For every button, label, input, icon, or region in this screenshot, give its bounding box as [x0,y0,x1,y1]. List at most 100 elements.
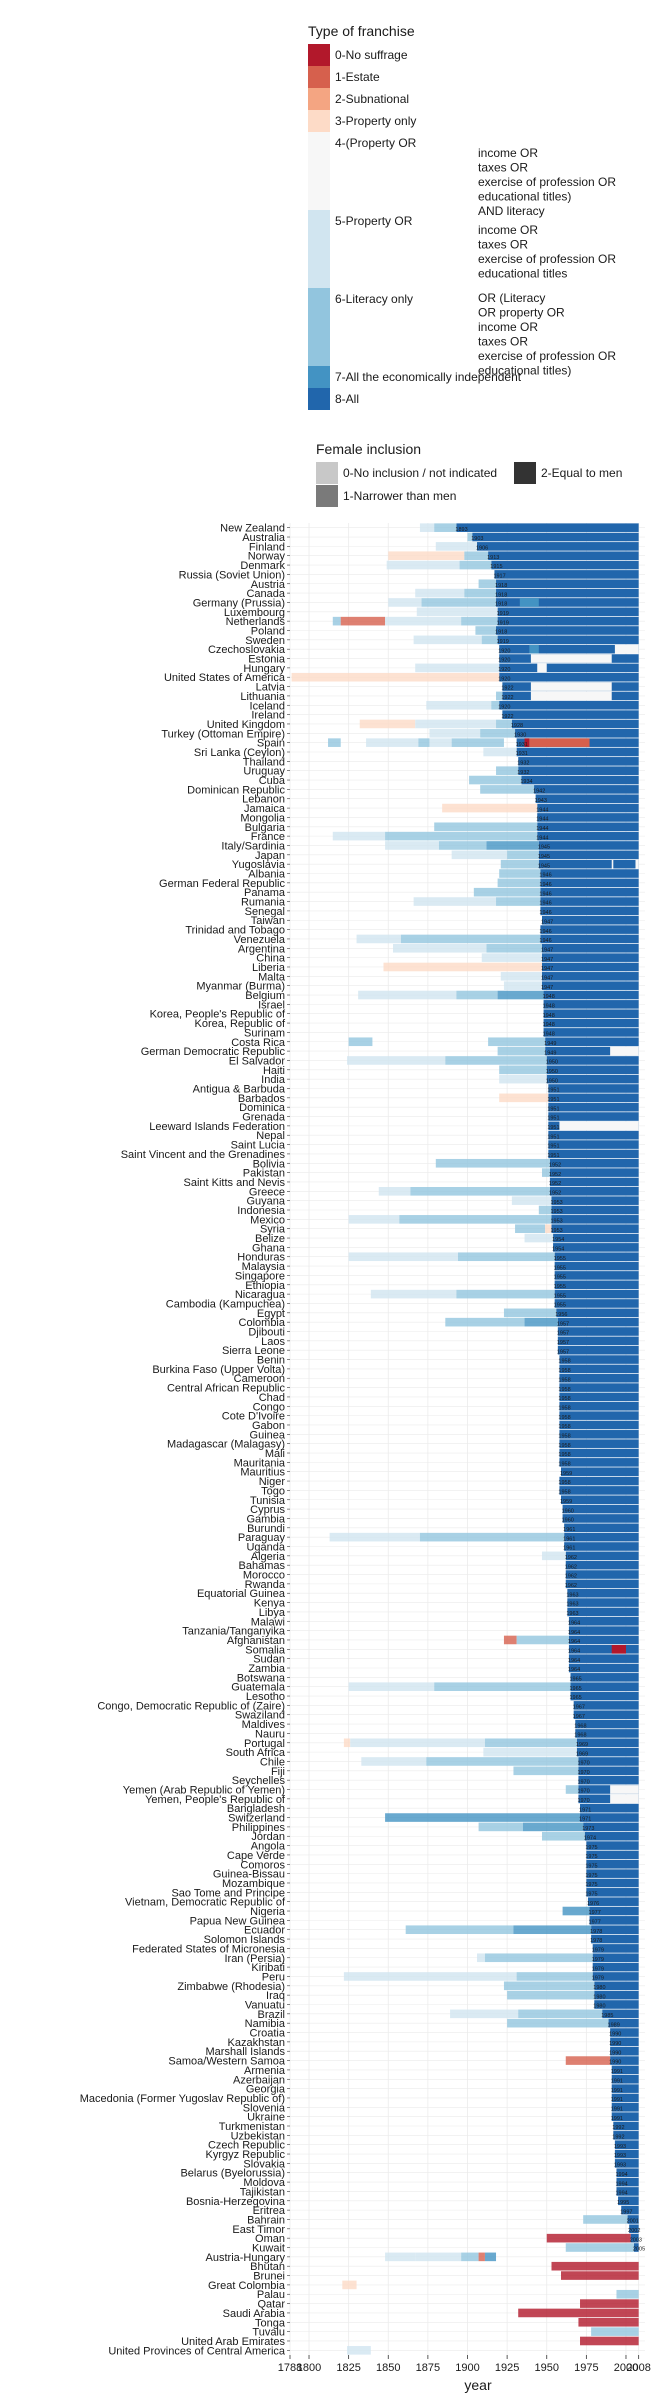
y-tick-label: Greece [249,1186,285,1198]
bar-universal [499,644,639,654]
y-tick-label: Guatemala [231,1682,286,1694]
year-label: 1942 [533,789,545,795]
y-tick-label: Switzerland [228,1813,285,1825]
bar-universal [521,775,639,785]
bar-universal [515,729,639,738]
year-label: 1913 [487,555,499,561]
y-tick-label: Maldives [242,1719,286,1731]
year-label: 1970 [577,1798,589,1804]
y-tick-label: Laos [261,1336,285,1348]
year-label: 1946 [539,873,551,879]
legend-detail-5: income OR taxes OR exercise of profession … [478,223,616,281]
y-tick-label: Myanmar (Burma) [196,981,285,993]
legend-detail-6: OR (Literacy OR property OR income OR taxes… [478,291,616,378]
year-label: 1977 [589,1910,601,1916]
bar-segment [461,616,498,626]
year-label: 1964 [568,1658,580,1664]
legend-female-key-1 [316,485,338,507]
bar-universal [559,1364,639,1374]
bar-universal [614,2140,639,2149]
year-label: 1991 [611,2078,623,2084]
bar-segment [413,897,497,906]
bar-universal [591,1925,639,1935]
bar-universal [540,906,639,916]
y-tick-label: Dominica [239,1102,286,1114]
bar-segment [332,616,341,626]
bar-universal [629,2224,639,2234]
y-tick-label: Trinidad and Tobago [185,925,285,937]
y-tick-label: Uzbekistan [231,2130,285,2142]
y-tick-label: Jamaica [244,803,286,815]
year-label: 1957 [557,1340,569,1346]
y-tick-label: Botswana [237,1672,286,1684]
x-tick-label: 1825 [336,2362,360,2374]
y-tick-label: Indonesia [237,1205,286,1217]
legend-label-7: 7-All the economically independent [335,370,522,384]
y-tick-label: Saint Vincent and the Grenadines [121,1149,286,1161]
y-tick-label: Jordan [251,1831,285,1843]
bar-segment [478,2252,485,2262]
y-tick-label: Chad [259,1392,285,1404]
bar-interruption [635,859,639,869]
bar-universal [551,1205,639,1215]
year-label: 1961 [563,1536,575,1542]
bar-universal [570,1691,639,1701]
bar-universal [559,1355,639,1364]
bar-segment [415,719,497,729]
bar-universal [554,1252,639,1262]
y-tick-label: Canada [246,588,285,600]
bar-universal [575,1729,639,1738]
year-label: 1947 [541,957,553,963]
y-tick-label: Netherlands [226,616,286,628]
bar-segment [385,831,538,841]
bar-segment [497,878,541,888]
year-label: 1958 [558,1490,570,1496]
year-label: 1963 [566,1602,578,1608]
y-tick-label: Fiji [271,1766,285,1778]
y-tick-label: Iran (Persia) [224,1953,285,1965]
bar-universal [559,1486,639,1495]
bar-segment [562,1906,590,1916]
bar-universal [578,1794,639,1804]
bar-universal [502,710,639,719]
bar-universal [591,1934,639,1944]
y-tick-label: Swaziland [235,1710,285,1722]
bar-segment [386,560,460,570]
legend-label-3: 3-Property only [335,114,416,128]
year-label: 1957 [557,1321,569,1327]
y-tick-label: Norway [248,551,286,563]
bar-universal [499,663,639,673]
bar-universal [541,962,639,972]
y-tick-label: Oman [255,2233,285,2245]
bar-universal [611,2093,639,2103]
year-label: 1955 [554,1265,566,1271]
y-tick-label: German Federal Republic [159,878,285,890]
y-tick-label: Pakistan [243,1168,285,1180]
bar-universal [551,1215,639,1224]
bar-universal [537,803,639,813]
year-label: 1948 [543,1004,555,1010]
y-tick-label: Tunisia [250,1495,286,1507]
bar-segment [332,831,386,841]
bar-segment [484,2252,497,2262]
bar-segment [415,2252,462,2262]
bar-universal [538,859,639,869]
bar-segment [561,2271,639,2280]
legend-label-5: 5-Property OR [335,214,413,228]
year-label: 1965 [570,1686,582,1692]
y-tick-label: Namibia [245,2018,286,2030]
year-label: 1959 [560,1499,572,1505]
bar-universal [559,1392,639,1402]
bar-universal [616,2177,639,2187]
bar-universal [586,1859,639,1869]
year-label: 1970 [577,1789,589,1795]
year-label: 1954 [552,1247,564,1253]
year-label: 1946 [539,929,551,935]
legend-key-5 [308,210,330,288]
bar-segment [388,598,422,607]
bar-universal [616,2168,639,2178]
bar-segment [507,1990,595,2000]
bar-segment [480,729,516,738]
bar-universal [583,1822,639,1832]
y-tick-label: Seychelles [232,1775,286,1787]
